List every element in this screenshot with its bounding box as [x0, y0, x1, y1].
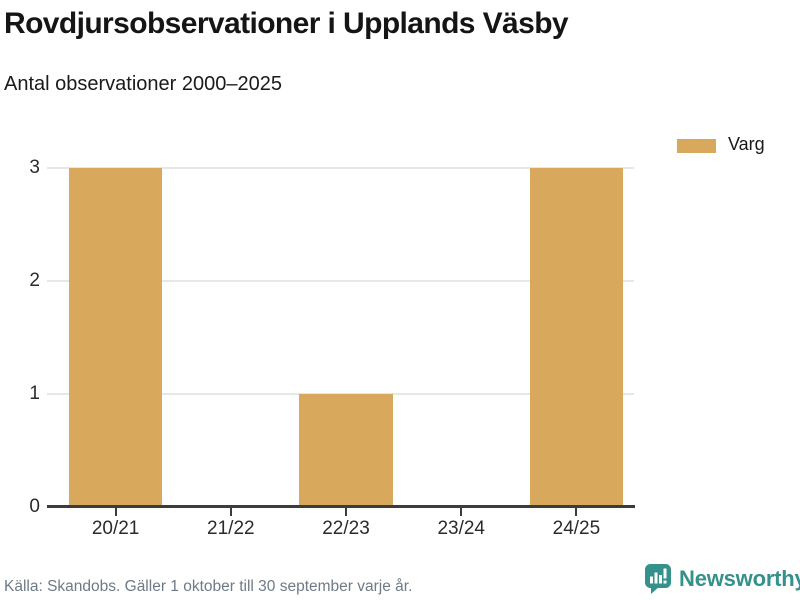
x-tick-mark — [460, 508, 463, 516]
chart-subtitle: Antal observationer 2000–2025 — [4, 73, 282, 95]
x-tick-mark — [345, 508, 347, 516]
gridline — [58, 167, 634, 169]
y-tick-mark — [47, 280, 58, 283]
legend-label-varg: Varg — [728, 134, 765, 154]
newsworthy-brand: Newsworthy — [644, 563, 800, 595]
newsworthy-brand-name: Newsworthy — [679, 566, 800, 591]
bar-slot — [288, 168, 403, 507]
x-tick-slot — [173, 508, 288, 516]
legend-swatch-varg — [677, 138, 716, 153]
x-axis-tick-label: 23/24 — [437, 518, 485, 539]
x-tick-mark — [229, 508, 232, 516]
x-axis-line — [47, 505, 635, 508]
bar-slot — [173, 168, 288, 507]
x-axis-labels: 20/21 21/22 22/23 23/24 24/25 — [58, 518, 634, 540]
x-tick-slot — [519, 508, 634, 516]
y-axis-tick-label: 0 — [29, 496, 40, 517]
bars — [58, 168, 634, 507]
x-tick-slot — [288, 508, 403, 516]
y-axis-tick-label: 3 — [29, 157, 40, 178]
bar-slot — [58, 168, 173, 507]
bar-slot — [519, 168, 634, 507]
y-tick-mark — [47, 393, 58, 396]
x-axis-tick-label: 21/22 — [207, 518, 255, 539]
page-title: Rovdjursobservationer i Upplands Väsby — [4, 7, 569, 40]
x-axis-tick-label: 24/25 — [552, 518, 601, 539]
newsworthy-logo-icon — [645, 564, 671, 594]
y-tick-mark — [47, 167, 58, 169]
y-axis-tick-label: 2 — [29, 270, 40, 292]
y-tick-stubs — [47, 167, 58, 507]
x-ticks — [58, 508, 634, 516]
x-tick-slot — [404, 508, 519, 516]
x-tick-slot — [58, 508, 173, 516]
bar-slot — [404, 168, 519, 507]
plot-area — [58, 167, 634, 507]
x-tick-mark — [575, 508, 578, 516]
source-note: Källa: Skandobs. Gäller 1 oktober till 3… — [4, 578, 413, 595]
y-axis-labels: 0 1 2 3 — [0, 158, 40, 517]
y-axis-tick-label: 1 — [29, 383, 40, 405]
x-axis-tick-label: 22/23 — [322, 518, 370, 539]
x-tick-mark — [114, 508, 117, 516]
gridline — [58, 280, 634, 283]
bar — [299, 394, 393, 507]
bar — [68, 168, 163, 507]
bar — [529, 168, 624, 507]
legend: Varg — [677, 134, 765, 155]
x-axis-tick-label: 20/21 — [91, 518, 140, 539]
